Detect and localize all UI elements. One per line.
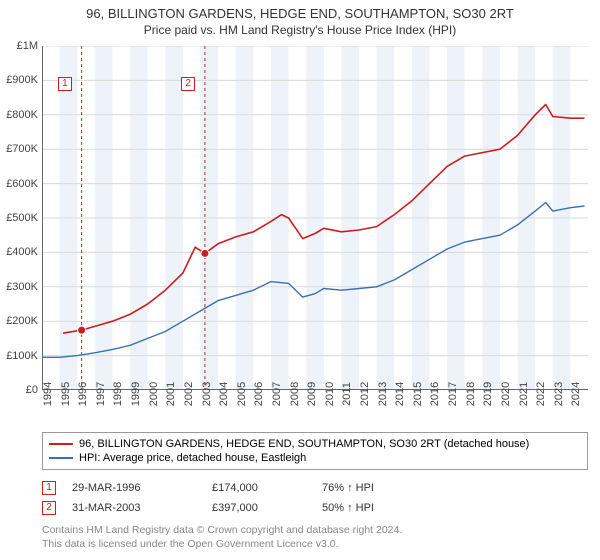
x-tick-label: 2006 [253, 382, 265, 406]
legend-row: HPI: Average price, detached house, East… [49, 451, 581, 465]
event-date: 29-MAR-1996 [72, 482, 212, 494]
x-tick-label: 2001 [165, 382, 177, 406]
event-price: £174,000 [212, 482, 322, 494]
y-tick-label: £600K [6, 178, 38, 190]
event-row: 1 29-MAR-1996£174,00076% ↑ HPI [42, 478, 588, 498]
event-hpi: 50% ↑ HPI [322, 502, 422, 514]
x-tick-label: 2014 [394, 382, 406, 406]
x-tick-label: 2024 [570, 382, 582, 406]
event-hpi: 76% ↑ HPI [322, 482, 422, 494]
x-tick-label: 2010 [324, 382, 336, 406]
chart-area: £0£100K£200K£300K£400K£500K£600K£700K£80… [42, 46, 588, 390]
x-tick-label: 2023 [553, 382, 565, 406]
legend-label: 96, BILLINGTON GARDENS, HEDGE END, SOUTH… [79, 438, 529, 450]
y-tick-label: £400K [6, 246, 38, 258]
x-tick-label: 2020 [500, 382, 512, 406]
y-tick-label: £800K [6, 109, 38, 121]
x-tick-label: 2021 [518, 382, 530, 406]
legend-swatch [49, 443, 73, 445]
event-table: 1 29-MAR-1996£174,00076% ↑ HPI 2 31-MAR-200… [42, 478, 588, 518]
x-tick-label: 2018 [465, 382, 477, 406]
x-tick-label: 2005 [236, 382, 248, 406]
x-tick-label: 2004 [218, 382, 230, 406]
x-tick-label: 2000 [148, 382, 160, 406]
y-tick-label: £100K [6, 350, 38, 362]
x-tick-label: 2012 [359, 382, 371, 406]
x-tick-label: 2003 [201, 382, 213, 406]
y-tick-label: £700K [6, 143, 38, 155]
x-tick-label: 2008 [289, 382, 301, 406]
x-tick-label: 1996 [77, 382, 89, 406]
y-tick-label: £1M [17, 40, 38, 52]
x-tick-label: 1994 [42, 382, 54, 406]
event-marker-icon: 2 [42, 501, 56, 515]
x-tick-label: 1995 [60, 382, 72, 406]
y-tick-label: £300K [6, 281, 38, 293]
chart-footer: 96, BILLINGTON GARDENS, HEDGE END, SOUTH… [42, 432, 588, 551]
y-tick-label: £0 [26, 384, 38, 396]
chart-title: 96, BILLINGTON GARDENS, HEDGE END, SOUTH… [0, 6, 600, 21]
chart-container: 96, BILLINGTON GARDENS, HEDGE END, SOUTH… [0, 0, 600, 560]
attribution-line2: This data is licensed under the Open Gov… [42, 538, 588, 552]
event-marker-icon: 1 [42, 481, 56, 495]
x-tick-label: 2017 [447, 382, 459, 406]
event-marker-1: 1 [58, 77, 72, 91]
chart-svg [42, 46, 588, 390]
event-marker-2: 2 [181, 77, 195, 91]
attribution: Contains HM Land Registry data © Crown c… [42, 524, 588, 551]
event-row: 2 31-MAR-2003£397,00050% ↑ HPI [42, 498, 588, 518]
legend-label: HPI: Average price, detached house, East… [79, 452, 306, 464]
y-tick-label: £900K [6, 74, 38, 86]
x-tick-label: 2009 [306, 382, 318, 406]
x-tick-label: 2022 [535, 382, 547, 406]
x-tick-label: 2013 [377, 382, 389, 406]
x-tick-label: 2011 [341, 382, 353, 406]
x-tick-label: 2019 [482, 382, 494, 406]
event-price: £397,000 [212, 502, 322, 514]
legend-swatch [49, 457, 73, 459]
title-block: 96, BILLINGTON GARDENS, HEDGE END, SOUTH… [0, 0, 600, 37]
x-tick-label: 1998 [112, 382, 124, 406]
legend: 96, BILLINGTON GARDENS, HEDGE END, SOUTH… [42, 432, 588, 470]
x-tick-label: 1999 [130, 382, 142, 406]
y-tick-label: £200K [6, 315, 38, 327]
legend-row: 96, BILLINGTON GARDENS, HEDGE END, SOUTH… [49, 437, 581, 451]
event-date: 31-MAR-2003 [72, 502, 212, 514]
x-tick-label: 2016 [429, 382, 441, 406]
x-tick-label: 2007 [271, 382, 283, 406]
x-tick-label: 2015 [412, 382, 424, 406]
x-tick-label: 1997 [95, 382, 107, 406]
attribution-line1: Contains HM Land Registry data © Crown c… [42, 524, 588, 538]
chart-subtitle: Price paid vs. HM Land Registry's House … [0, 23, 600, 37]
y-tick-label: £500K [6, 212, 38, 224]
x-tick-label: 2002 [183, 382, 195, 406]
